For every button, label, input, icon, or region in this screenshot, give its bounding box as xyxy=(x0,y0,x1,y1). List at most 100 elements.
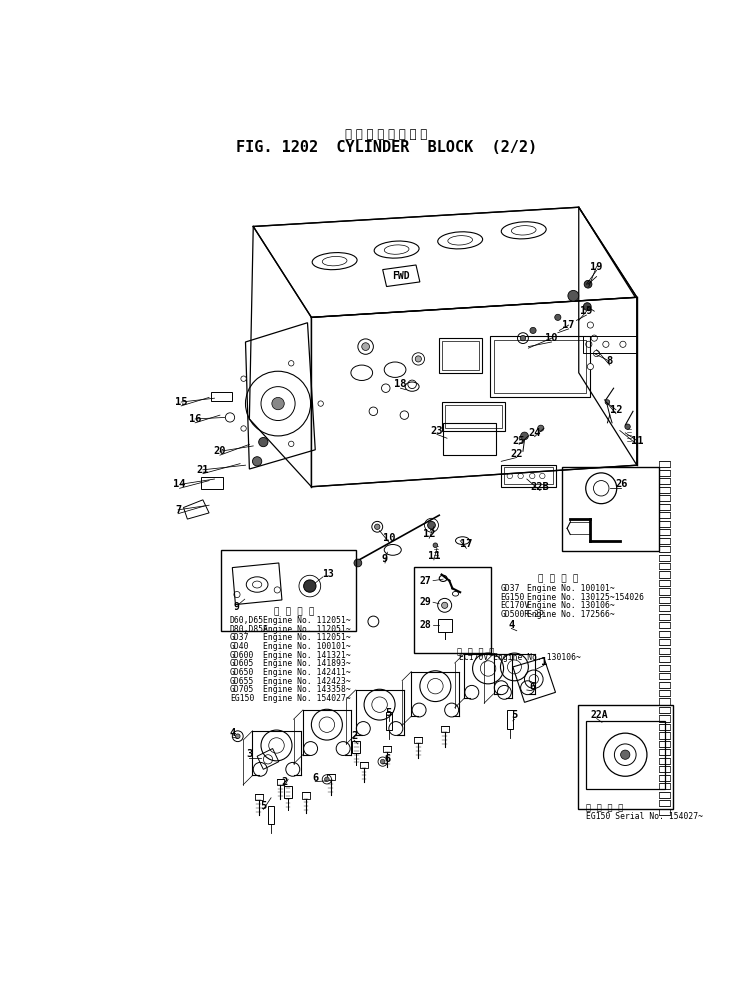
Circle shape xyxy=(621,750,630,760)
Circle shape xyxy=(442,602,448,608)
Text: Engine No. 112051~: Engine No. 112051~ xyxy=(263,616,351,625)
Text: 4: 4 xyxy=(230,728,236,738)
Bar xyxy=(445,405,502,428)
Text: 22B: 22B xyxy=(531,482,550,492)
Bar xyxy=(658,656,670,663)
Text: 適  用  号  等: 適 用 号 等 xyxy=(457,647,495,656)
Bar xyxy=(658,750,670,756)
Circle shape xyxy=(587,364,593,370)
Bar xyxy=(501,465,556,487)
Text: 21: 21 xyxy=(196,465,209,475)
Circle shape xyxy=(304,580,316,592)
Text: 1: 1 xyxy=(541,657,547,667)
Text: GD40: GD40 xyxy=(230,642,249,651)
Circle shape xyxy=(593,350,599,357)
Text: 14: 14 xyxy=(174,480,186,490)
Bar xyxy=(442,403,505,431)
Bar xyxy=(507,710,513,729)
Text: EG150: EG150 xyxy=(230,694,254,703)
Bar xyxy=(658,758,670,764)
Text: 12: 12 xyxy=(423,529,436,539)
Bar xyxy=(658,665,670,671)
Circle shape xyxy=(325,777,329,781)
Text: 29: 29 xyxy=(420,597,432,607)
Text: GD600: GD600 xyxy=(230,651,254,660)
Text: 19: 19 xyxy=(581,307,593,316)
Text: EG150: EG150 xyxy=(501,592,525,601)
Bar xyxy=(658,461,670,468)
Text: 26: 26 xyxy=(615,480,627,490)
Circle shape xyxy=(318,401,323,406)
Text: 19: 19 xyxy=(590,261,602,272)
Circle shape xyxy=(236,734,240,739)
Bar xyxy=(211,392,233,402)
Circle shape xyxy=(568,291,579,302)
Circle shape xyxy=(591,335,597,341)
Text: FIG. 1202  CYLINDER  BLOCK  (2/2): FIG. 1202 CYLINDER BLOCK (2/2) xyxy=(236,140,537,155)
Bar xyxy=(202,477,223,489)
Circle shape xyxy=(625,424,630,429)
Circle shape xyxy=(374,524,380,529)
Bar xyxy=(268,805,274,824)
Circle shape xyxy=(288,361,294,366)
Circle shape xyxy=(241,376,246,382)
Circle shape xyxy=(605,400,610,405)
Circle shape xyxy=(252,457,262,466)
Text: 22A: 22A xyxy=(590,710,608,720)
Text: GD605: GD605 xyxy=(230,660,254,669)
Bar xyxy=(658,546,670,552)
Text: 適  用  号  等: 適 用 号 等 xyxy=(274,607,314,616)
Text: 3: 3 xyxy=(246,749,252,759)
Text: 6: 6 xyxy=(384,755,390,764)
Bar xyxy=(658,707,670,713)
Text: Engine No. 130125~154026: Engine No. 130125~154026 xyxy=(527,592,644,601)
Bar xyxy=(353,741,360,754)
Bar xyxy=(439,338,482,373)
Text: 13: 13 xyxy=(322,569,334,579)
Circle shape xyxy=(433,543,438,548)
Bar xyxy=(438,619,451,632)
Text: 17: 17 xyxy=(460,539,473,550)
Bar xyxy=(360,762,368,767)
Bar xyxy=(504,468,553,485)
Bar xyxy=(284,785,292,798)
Text: 2: 2 xyxy=(351,731,357,741)
Text: Engine No. 100101~: Engine No. 100101~ xyxy=(527,584,615,592)
Text: Engine No. 172566~: Engine No. 172566~ xyxy=(527,610,615,619)
Text: 22: 22 xyxy=(510,449,523,459)
Text: GD705: GD705 xyxy=(230,685,254,694)
Bar xyxy=(658,512,670,518)
Bar xyxy=(658,555,670,561)
Bar xyxy=(658,503,670,510)
Bar xyxy=(658,724,670,730)
Circle shape xyxy=(530,327,536,333)
Text: Engine No. 141893~: Engine No. 141893~ xyxy=(263,660,351,669)
Text: 11: 11 xyxy=(630,435,643,445)
Bar xyxy=(658,791,670,798)
Bar xyxy=(276,778,284,784)
Text: 10: 10 xyxy=(383,533,395,543)
Bar xyxy=(658,766,670,772)
Bar xyxy=(658,800,670,806)
Text: Engine No. 142411~: Engine No. 142411~ xyxy=(263,668,351,676)
Bar xyxy=(442,341,479,370)
Text: Engine No. 141321~: Engine No. 141321~ xyxy=(263,651,351,660)
Text: 9: 9 xyxy=(233,602,239,612)
Bar xyxy=(658,639,670,646)
Bar xyxy=(658,487,670,493)
Text: シ リ ン ダ ブ ロ ッ ク: シ リ ン ダ ブ ロ ッ ク xyxy=(346,128,427,140)
Text: Engine No. 112051~: Engine No. 112051~ xyxy=(263,634,351,643)
Text: 24: 24 xyxy=(528,428,541,438)
Text: Engine No. 112051~: Engine No. 112051~ xyxy=(263,625,351,634)
Text: Engine No. 143358~: Engine No. 143358~ xyxy=(263,685,351,694)
Text: EC170V: EC170V xyxy=(501,601,530,610)
Text: 6: 6 xyxy=(529,682,535,692)
Text: GD650: GD650 xyxy=(230,668,254,676)
Text: GD37: GD37 xyxy=(501,584,520,592)
Text: 20: 20 xyxy=(214,446,226,456)
Bar xyxy=(658,674,670,679)
Text: 適  用  号  等: 適 用 号 等 xyxy=(587,803,624,812)
Text: Engine No. 142423~: Engine No. 142423~ xyxy=(263,676,351,685)
Circle shape xyxy=(584,280,592,288)
Text: D80,D85A: D80,D85A xyxy=(230,625,269,634)
